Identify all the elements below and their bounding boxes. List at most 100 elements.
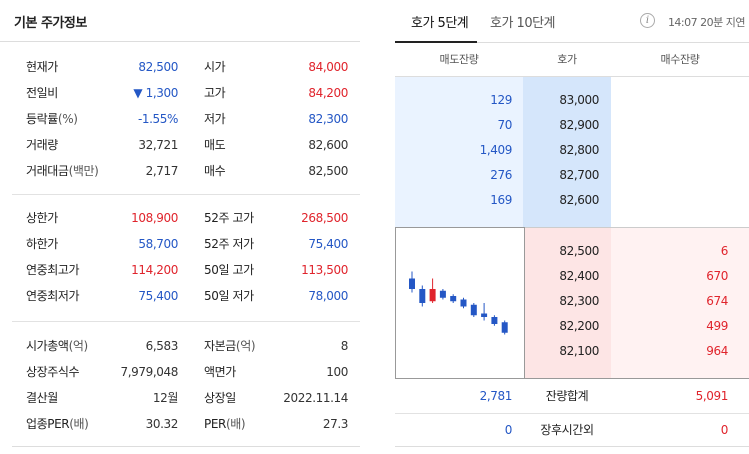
delay-notice: 14:07 20분 지연: [667, 16, 746, 29]
ask-price[interactable]: 82,900: [559, 118, 599, 132]
after-hours-bid: 0: [720, 423, 729, 437]
tab-orderbook-10[interactable]: 호가 10단계: [490, 16, 556, 31]
info-label: PER(배): [204, 417, 246, 431]
candle: [429, 278, 436, 303]
info-value: ▼ 1,300: [133, 86, 178, 100]
candle-body: [460, 299, 467, 307]
column-header-price: 호가: [557, 53, 577, 66]
info-label: 시가총액(억): [26, 339, 88, 353]
info-value: 82,300: [308, 112, 348, 126]
after-hours-label: 장후시간외: [540, 423, 594, 437]
candle-body: [409, 278, 415, 289]
info-value: 114,200: [131, 263, 178, 277]
tab-orderbook-5[interactable]: 호가 5단계: [411, 16, 469, 31]
info-label: 50일 고가: [204, 263, 254, 277]
info-label: 52주 고가: [204, 211, 254, 225]
info-value: 75,400: [308, 237, 348, 251]
info-value: 100: [326, 365, 348, 379]
candle-body: [491, 317, 498, 324]
divider: [395, 76, 749, 77]
info-label: 거래대금(백만): [26, 164, 99, 178]
info-row: 연중최고가 114,200 50일 고가 113,500: [12, 257, 360, 283]
bid-volume: 674: [706, 294, 728, 308]
info-value: 2,717: [145, 164, 179, 178]
mini-chart-svg: [409, 271, 508, 335]
mini-candle-chart: [395, 227, 525, 379]
info-label: 액면가: [204, 365, 236, 379]
candle-body: [419, 289, 426, 303]
info-row: 현재가 82,500 시가 84,000: [12, 54, 360, 80]
ask-volume: 276: [490, 168, 512, 182]
candle: [481, 303, 488, 321]
info-icon[interactable]: i: [640, 13, 655, 28]
info-label: 거래량: [26, 138, 58, 152]
candle-body: [470, 304, 477, 316]
candle: [450, 294, 457, 303]
bid-price[interactable]: 82,100: [559, 344, 599, 358]
info-label: 저가: [204, 112, 226, 126]
ask-price[interactable]: 82,600: [559, 193, 599, 207]
divider: [12, 321, 360, 322]
info-row: 전일비 ▼ 1,300 고가 84,200: [12, 80, 360, 106]
active-tab-indicator: [395, 41, 477, 43]
after-hours-ask: 0: [504, 423, 513, 437]
info-value: 58,700: [138, 237, 178, 251]
candle: [501, 320, 508, 335]
info-row: 거래대금(백만) 2,717 매수 82,500: [12, 158, 360, 184]
info-label: 업종PER(배): [26, 417, 89, 431]
ask-price[interactable]: 82,700: [559, 168, 599, 182]
basic-info-panel: 기본 주가정보 현재가 82,500 시가 84,000 전일비 ▼ 1,300…: [0, 0, 360, 454]
info-row: 하한가 58,700 52주 저가 75,400: [12, 231, 360, 257]
divider: [12, 194, 360, 195]
bid-volume: 964: [706, 344, 728, 358]
info-row: 거래량 32,721 매도 82,600: [12, 132, 360, 158]
divider: [395, 413, 749, 414]
candle: [460, 297, 467, 309]
divider: [395, 378, 749, 379]
info-value: 78,000: [308, 289, 348, 303]
divider: [12, 446, 360, 447]
info-value: 82,500: [308, 164, 348, 178]
info-row: 연중최저가 75,400 50일 저가 78,000: [12, 283, 360, 309]
info-value: 268,500: [301, 211, 348, 225]
info-row: 결산월 12월 상장일 2022.11.14: [12, 385, 360, 411]
candle-body: [501, 322, 508, 333]
bid-price[interactable]: 82,200: [559, 319, 599, 333]
info-value: 2022.11.14: [283, 391, 348, 405]
info-row: 시가총액(억) 6,583 자본금(억) 8: [12, 333, 360, 359]
bid-price[interactable]: 82,500: [559, 244, 599, 258]
bid-price[interactable]: 82,400: [559, 269, 599, 283]
info-value: 12월: [152, 391, 179, 405]
info-value: 7,979,048: [120, 365, 179, 379]
info-value: 84,200: [308, 86, 348, 100]
ask-volume-area: [395, 77, 523, 227]
orderbook-panel: 호가 5단계 호가 10단계 i 14:07 20분 지연 매도잔량 호가 매수…: [395, 0, 749, 454]
bid-volume: 6: [720, 244, 729, 258]
info-label: 자본금(억): [204, 339, 256, 353]
bid-price-area: [525, 228, 611, 378]
candle-body: [429, 289, 436, 302]
candle: [470, 303, 477, 317]
info-label: 전일비: [26, 86, 58, 100]
info-row: 상한가 108,900 52주 고가 268,500: [12, 205, 360, 231]
candle-body: [439, 290, 446, 298]
candle: [409, 271, 415, 293]
info-value: 84,000: [308, 60, 348, 74]
basic-info-title: 기본 주가정보: [14, 16, 87, 31]
total-label: 잔량합계: [545, 389, 589, 403]
info-label: 연중최고가: [26, 263, 80, 277]
divider: [395, 446, 749, 447]
info-value: 27.3: [322, 417, 349, 431]
ask-total: 2,781: [479, 389, 513, 403]
candle: [439, 289, 446, 300]
info-label: 상장일: [204, 391, 236, 405]
ask-price[interactable]: 83,000: [559, 93, 599, 107]
divider: [395, 227, 749, 228]
ask-price[interactable]: 82,800: [559, 143, 599, 157]
info-label: 매수: [204, 164, 226, 178]
info-label: 52주 저가: [204, 237, 254, 251]
info-label: 상한가: [26, 211, 58, 225]
column-header-ask-volume: 매도잔량: [439, 53, 479, 66]
ask-price-area: [523, 77, 611, 227]
bid-price[interactable]: 82,300: [559, 294, 599, 308]
